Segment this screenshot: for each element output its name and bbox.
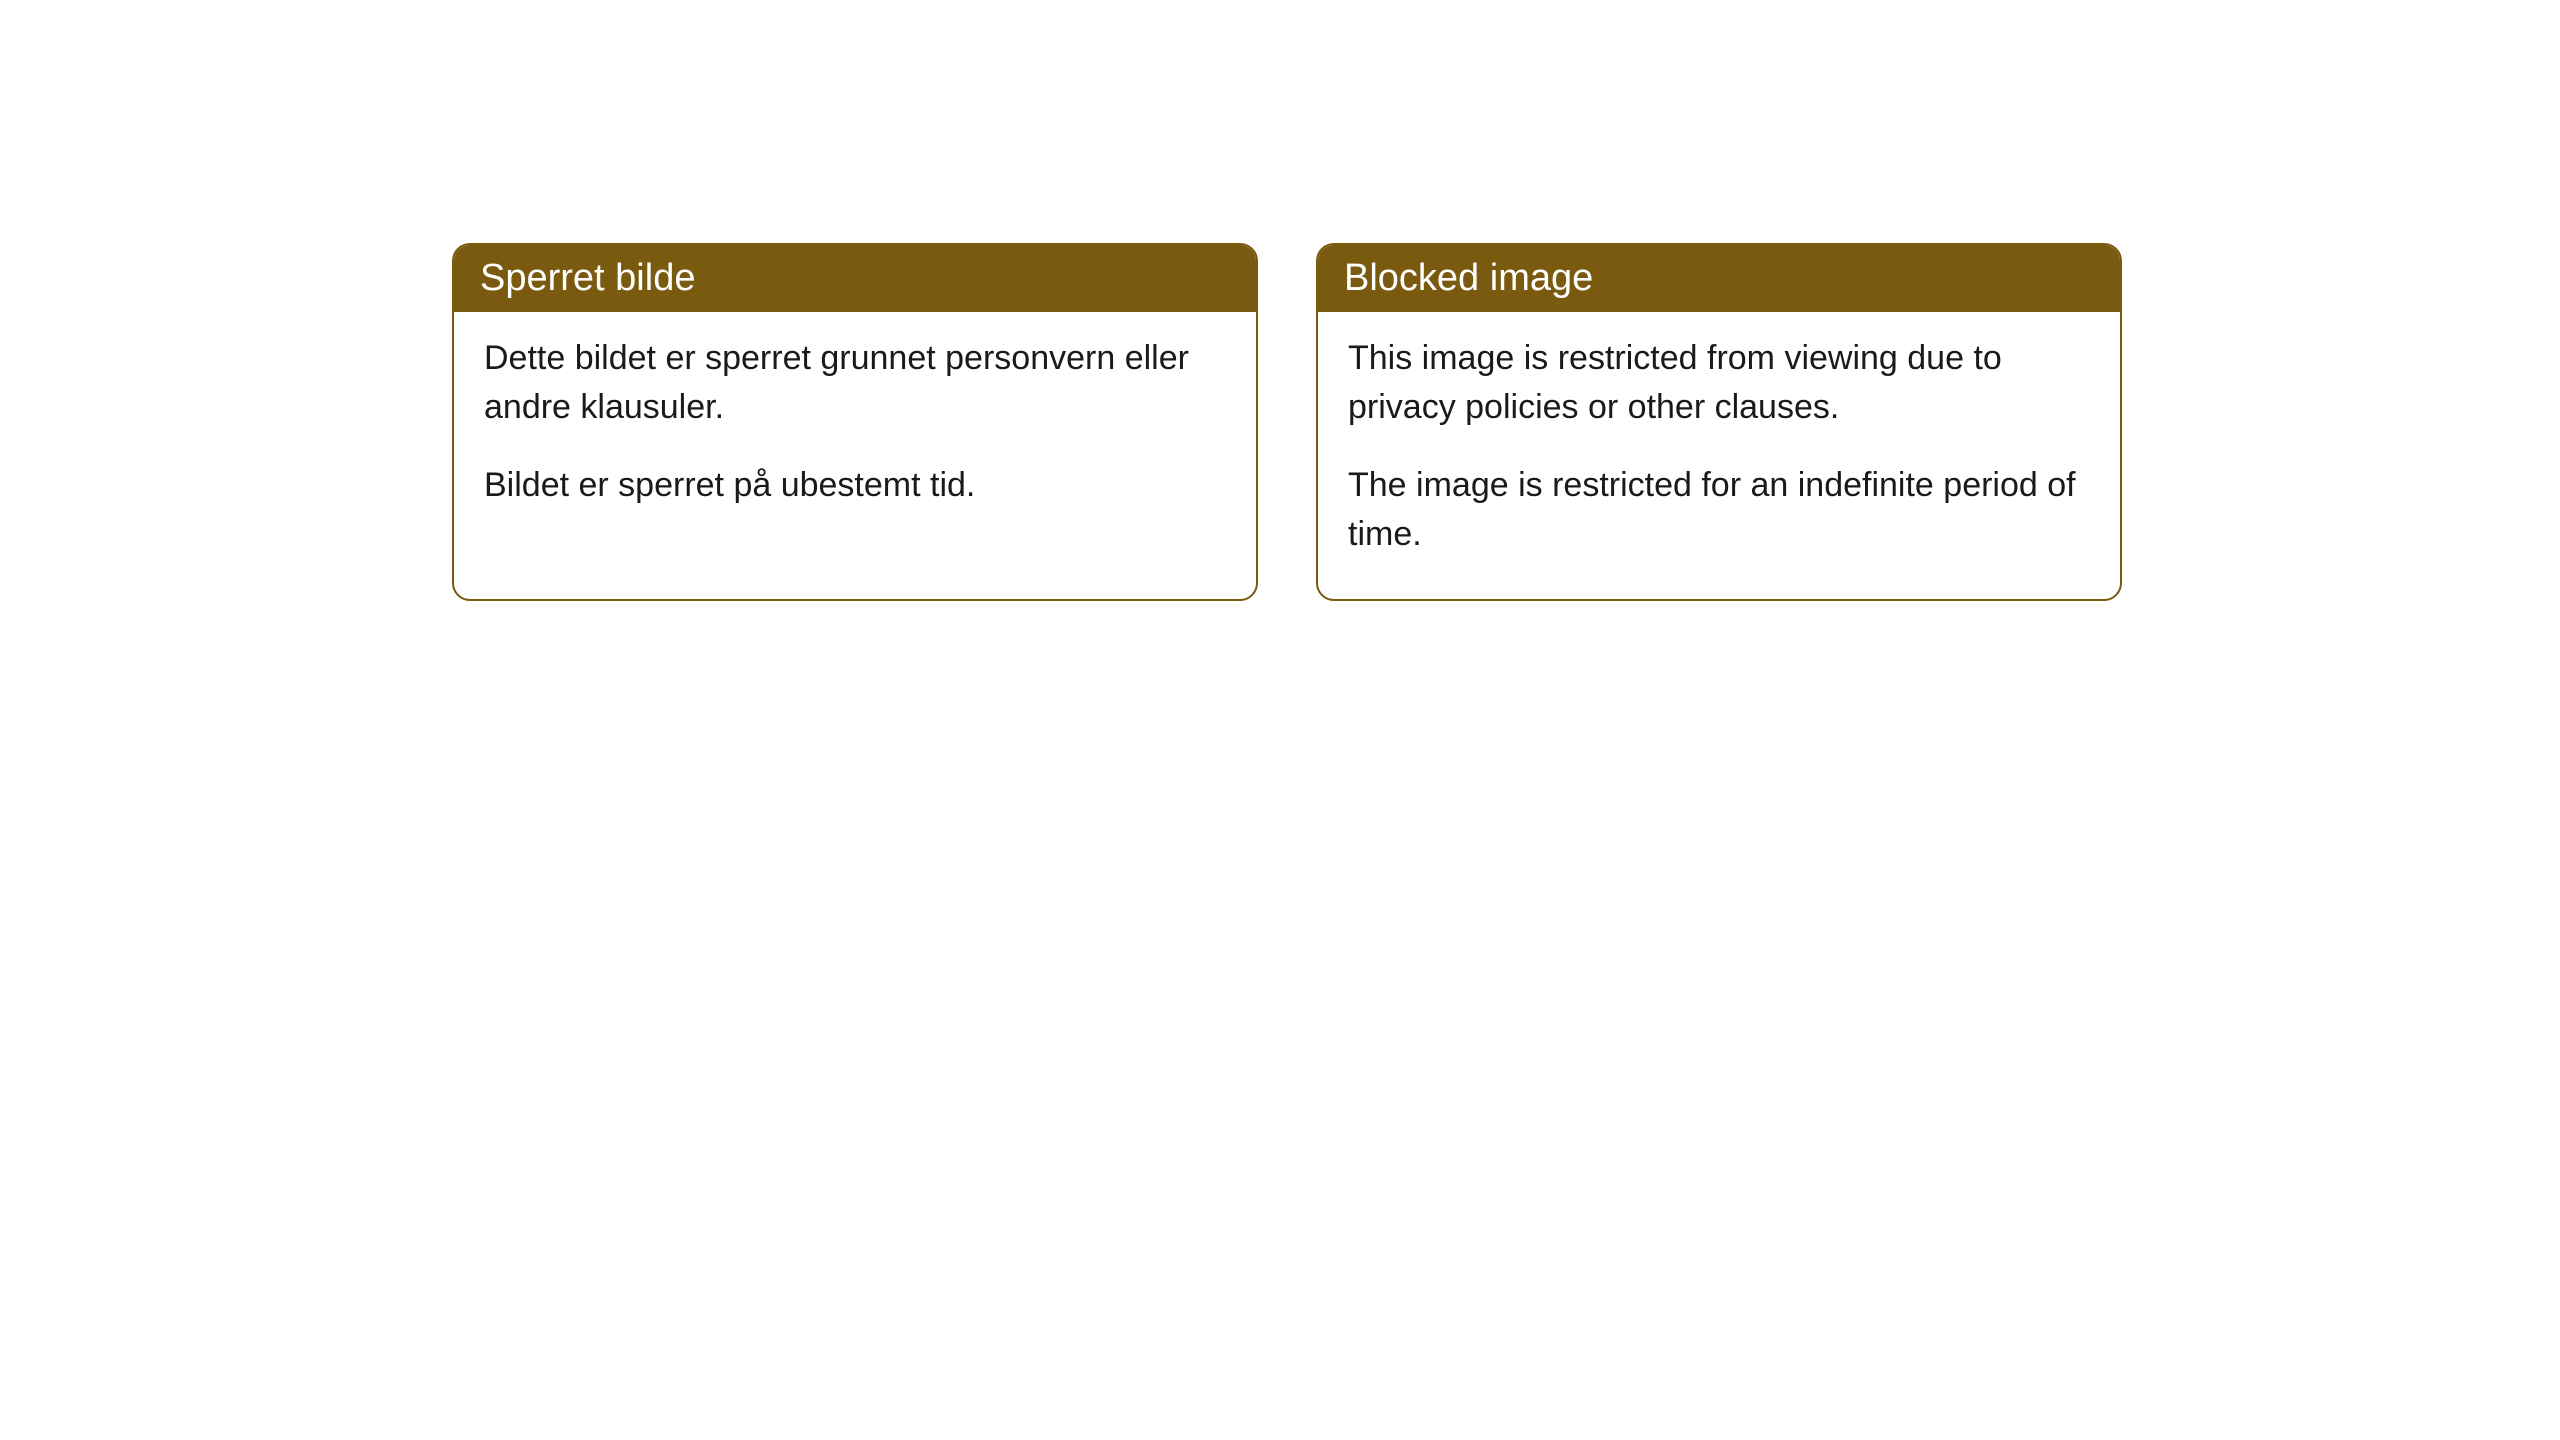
notice-card-norwegian: Sperret bilde Dette bildet er sperret gr… <box>452 243 1258 601</box>
notice-card-english: Blocked image This image is restricted f… <box>1316 243 2122 601</box>
card-paragraph: The image is restricted for an indefinit… <box>1348 461 2090 560</box>
card-header: Sperret bilde <box>454 245 1256 312</box>
notice-container: Sperret bilde Dette bildet er sperret gr… <box>0 0 2560 601</box>
card-title: Sperret bilde <box>480 257 695 299</box>
card-paragraph: Bildet er sperret på ubestemt tid. <box>484 461 1226 510</box>
card-body: Dette bildet er sperret grunnet personve… <box>454 312 1256 550</box>
card-body: This image is restricted from viewing du… <box>1318 312 2120 599</box>
card-paragraph: Dette bildet er sperret grunnet personve… <box>484 334 1226 433</box>
card-title: Blocked image <box>1344 257 1593 299</box>
card-paragraph: This image is restricted from viewing du… <box>1348 334 2090 433</box>
card-header: Blocked image <box>1318 245 2120 312</box>
